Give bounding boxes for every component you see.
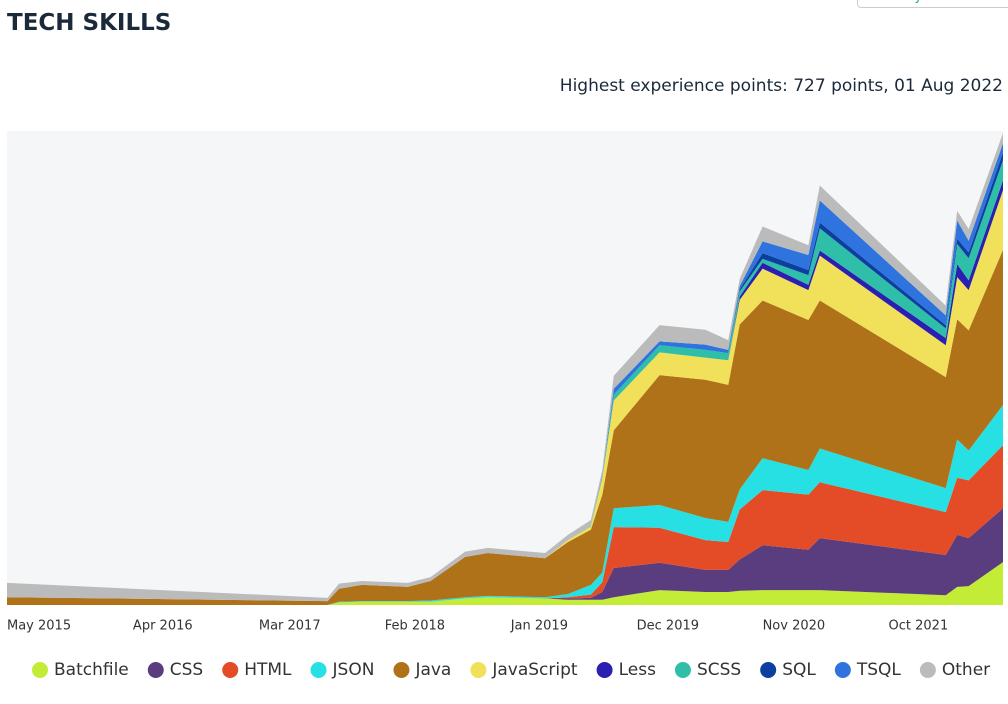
chart: Highest experience points: 727 points, 0…	[7, 76, 1003, 680]
x-tick-label: Feb 2018	[385, 619, 445, 634]
legend-label: SQL	[782, 660, 816, 680]
area	[7, 445, 1003, 605]
area	[7, 562, 1003, 605]
legend-label: Less	[619, 660, 656, 680]
legend-swatch	[834, 662, 851, 678]
legend-label: HTML	[244, 660, 292, 680]
legend-label: Other	[942, 660, 990, 680]
x-tick-label: Jan 2019	[510, 619, 568, 634]
x-tick-label: May 2015	[7, 619, 71, 634]
x-tick-label: Dec 2019	[637, 619, 699, 634]
area	[7, 249, 1003, 606]
legend-label: JSON	[332, 660, 375, 680]
legend-label: JavaScript	[491, 660, 578, 680]
legend-swatch	[674, 662, 691, 678]
legend-label: TSQL	[856, 660, 902, 680]
section-title: TECH SKILLS	[7, 10, 172, 36]
x-tick-label: Oct 2021	[889, 619, 949, 634]
legend-label: SCSS	[697, 660, 741, 680]
legend-label: Batchfile	[54, 660, 129, 680]
x-tick-label: Apr 2016	[133, 619, 193, 634]
add-button[interactable]: Add to your	[857, 0, 1008, 8]
area	[7, 508, 1003, 605]
chart-subtitle: Highest experience points: 727 points, 0…	[560, 76, 1003, 96]
legend-swatch	[32, 662, 48, 678]
area	[7, 132, 1003, 602]
legend-swatch	[393, 662, 410, 678]
legend-label: Java	[414, 660, 451, 680]
legend-swatch	[919, 662, 936, 678]
legend-swatch	[310, 662, 327, 678]
x-tick-label: Mar 2017	[259, 619, 321, 634]
legend-swatch	[470, 662, 487, 678]
area	[7, 190, 1003, 602]
legend-swatch	[596, 662, 613, 678]
x-tick-label: Nov 2020	[763, 619, 826, 634]
legend-swatch	[222, 662, 239, 678]
legend-label: CSS	[170, 660, 203, 680]
legend-swatch	[760, 662, 777, 678]
legend-swatch	[147, 662, 164, 678]
